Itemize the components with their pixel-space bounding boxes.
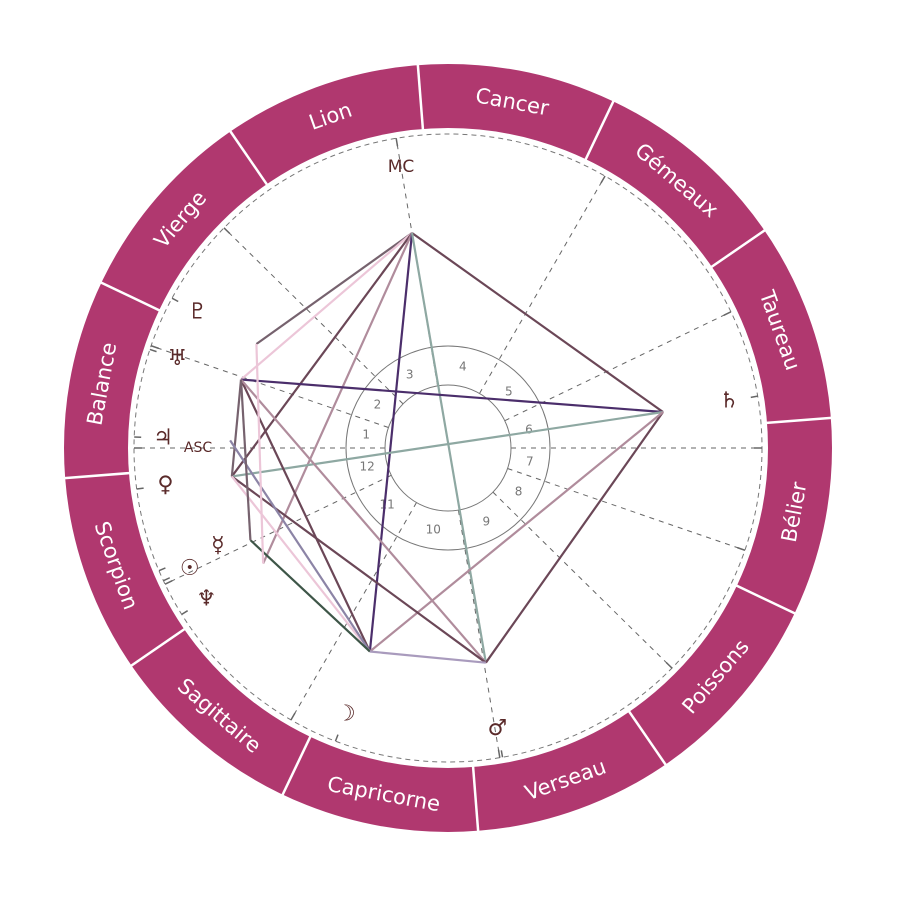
house-number: 9 <box>483 515 491 529</box>
house-number: 5 <box>505 385 513 399</box>
aspect-line-jupiter-moon <box>229 439 371 653</box>
house-ring-inner <box>384 384 512 512</box>
cusp-tick <box>737 546 746 551</box>
house-number: 1 <box>362 427 370 441</box>
house-number: 8 <box>515 485 523 499</box>
planet-tick <box>158 567 166 572</box>
aspect-line-sun-moon <box>249 539 371 653</box>
cusp-tick <box>150 345 159 350</box>
planet-tick <box>136 487 144 490</box>
sign-divider <box>63 471 132 480</box>
sign-divider <box>764 416 833 425</box>
cusp-tick <box>164 580 173 585</box>
aspect-lines <box>229 232 664 664</box>
planet-tick <box>334 734 339 742</box>
angle-labels: ASC MC <box>184 157 414 456</box>
cusp-tick <box>223 227 231 235</box>
planet-glyphs: ♇♅ ♃ ♀ ☿ ☉ ♆ ☽ ♂ ♄ <box>134 297 758 758</box>
saturn-icon: ♄ <box>719 388 739 413</box>
planet-tick <box>500 750 504 758</box>
aspect-line-uranus-venus <box>230 379 243 477</box>
sign-divider <box>228 129 269 187</box>
house-number: 7 <box>526 455 534 469</box>
cusp-tick <box>600 175 606 184</box>
pluto-icon: ♇ <box>188 300 208 325</box>
house-cusp-line <box>457 510 501 758</box>
house-cusp-line <box>504 311 732 422</box>
sign-divider <box>280 734 313 797</box>
aspect-line-uranus-saturn <box>240 378 664 414</box>
jupiter-icon: ♃ <box>153 426 173 451</box>
aspect-line-uranus-mars <box>240 378 487 664</box>
house-number: 4 <box>459 359 467 373</box>
sign-divider <box>709 228 767 269</box>
sun-icon: ☉ <box>180 556 200 581</box>
planet-tick <box>171 297 179 303</box>
planet-tick <box>181 610 189 616</box>
aspect-line-saturn-moon <box>369 411 664 653</box>
sign-divider <box>99 280 162 313</box>
cusp-tick <box>290 712 296 721</box>
aspect-line-uranus-sun <box>239 379 252 541</box>
mercury-icon: ☿ <box>211 533 225 558</box>
aspect-line-mc-moon <box>368 232 414 652</box>
cusp-tick <box>395 138 399 147</box>
asc-label: ASC <box>184 440 212 456</box>
aspect-line-mc-mars <box>410 232 487 663</box>
aspect-line-moon-mars <box>369 650 486 664</box>
aspect-line-mc-pluto <box>255 232 413 345</box>
uranus-icon: ♅ <box>168 346 188 371</box>
planet-tick <box>750 395 758 399</box>
zodiac-band <box>64 64 832 832</box>
aspect-line-pluto-neptune <box>255 343 265 564</box>
aspect-line-mc-venus <box>230 232 413 478</box>
house-number: 6 <box>525 423 533 437</box>
house-number: 10 <box>426 523 441 537</box>
sign-divider <box>627 709 668 767</box>
cusp-tick <box>497 749 501 758</box>
house-number: 3 <box>406 367 414 381</box>
aspect-line-venus-saturn <box>231 410 664 478</box>
house-ring-outer <box>345 345 551 551</box>
house-cusp-line <box>479 175 606 394</box>
planet-tick <box>149 348 157 353</box>
mc-label: MC <box>388 157 415 177</box>
sign-divider <box>583 99 616 162</box>
sign-divider <box>734 583 797 616</box>
cusp-tick <box>665 661 673 669</box>
mars-icon: ♂ <box>488 716 508 741</box>
house-cusp-line <box>164 474 392 585</box>
aspect-line-saturn-mars <box>484 411 664 664</box>
moon-icon: ☽ <box>336 702 356 727</box>
sign-divider <box>416 63 425 132</box>
aspect-line-venus-moon <box>231 475 371 653</box>
aspect-line-mc-neptune <box>262 232 414 564</box>
neptune-icon: ♆ <box>196 587 216 612</box>
sign-divider <box>129 627 187 668</box>
house-cusp-line <box>507 468 746 551</box>
house-cusp-line <box>150 345 389 428</box>
house-cusp-line <box>290 502 417 721</box>
planet-tick <box>163 577 171 582</box>
house-cusp-line <box>223 227 404 405</box>
aspect-line-mc-uranus <box>240 232 413 381</box>
house-number: 12 <box>359 459 374 473</box>
aspect-line-mc-saturn <box>411 232 664 413</box>
cusp-tick <box>723 311 732 316</box>
aspect-line-uranus-moon <box>240 379 371 652</box>
house-number: 11 <box>380 497 395 511</box>
house-cusp-line <box>492 491 673 669</box>
venus-icon: ♀ <box>157 473 173 498</box>
sign-divider <box>471 764 480 833</box>
house-number: 2 <box>374 397 382 411</box>
